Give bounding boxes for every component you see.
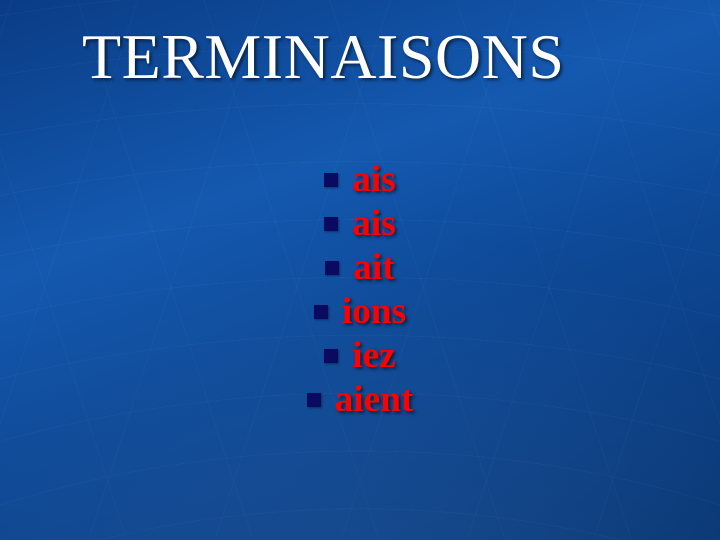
square-bullet-icon bbox=[307, 393, 321, 407]
square-bullet-icon bbox=[325, 261, 339, 275]
list-item: ais bbox=[324, 158, 396, 202]
square-bullet-icon bbox=[324, 349, 338, 363]
list-item: iez bbox=[324, 334, 396, 378]
list-item: aient bbox=[307, 378, 414, 422]
square-bullet-icon bbox=[324, 173, 338, 187]
list-item-label: ait bbox=[353, 246, 394, 290]
list-item: ions bbox=[314, 290, 406, 334]
square-bullet-icon bbox=[314, 305, 328, 319]
list-item-label: ions bbox=[342, 290, 406, 334]
bullet-list: aisaisaitionsiezaient bbox=[0, 158, 720, 422]
slide-title: TERMINAISONS bbox=[82, 20, 564, 94]
list-item-label: ais bbox=[352, 202, 396, 246]
list-item-label: aient bbox=[335, 378, 414, 422]
slide: TERMINAISONS aisaisaitionsiezaient bbox=[0, 0, 720, 540]
list-item-label: iez bbox=[352, 334, 396, 378]
list-item-label: ais bbox=[352, 158, 396, 202]
list-item: ait bbox=[325, 246, 394, 290]
list-item: ais bbox=[324, 202, 396, 246]
square-bullet-icon bbox=[324, 217, 338, 231]
